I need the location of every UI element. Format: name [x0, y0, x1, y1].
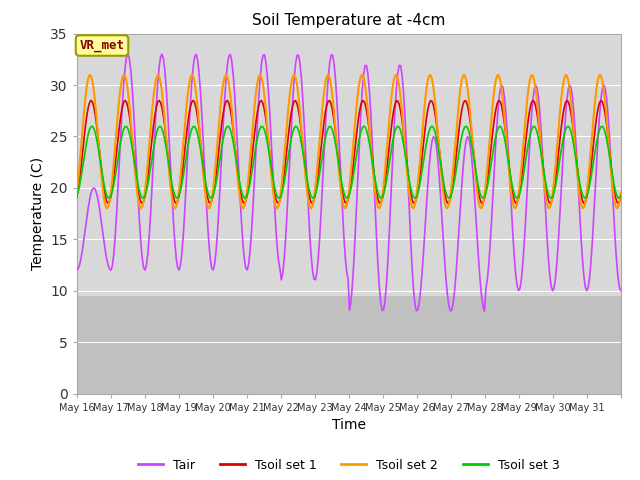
Tair	[92, 187, 99, 192]
Tair	[73, 267, 81, 273]
Line: Tsoil set 2: Tsoil set 2	[77, 75, 621, 208]
Tsoil set 1	[73, 194, 81, 200]
Tsoil set 1	[463, 102, 471, 108]
Tsoil set 2	[73, 190, 81, 196]
Tair	[124, 51, 132, 57]
X-axis label: Time: Time	[332, 418, 366, 432]
Tsoil set 1	[616, 199, 623, 205]
Tsoil set 3	[73, 193, 81, 199]
Tsoil set 2	[108, 176, 116, 182]
Tair	[481, 308, 488, 314]
Tsoil set 1	[92, 112, 99, 118]
Tsoil set 1	[545, 198, 552, 204]
Tsoil set 3	[617, 193, 625, 199]
Tsoil set 1	[356, 109, 364, 115]
Tsoil set 2	[463, 84, 471, 90]
Tsoil set 3	[445, 195, 452, 201]
Tsoil set 3	[353, 151, 360, 157]
Legend: Tair, Tsoil set 1, Tsoil set 2, Tsoil set 3: Tair, Tsoil set 1, Tsoil set 2, Tsoil se…	[132, 454, 565, 477]
Tsoil set 2	[239, 205, 247, 211]
Tsoil set 2	[92, 101, 99, 107]
Line: Tsoil set 1: Tsoil set 1	[77, 100, 621, 204]
Tsoil set 3	[92, 130, 99, 136]
Tsoil set 3	[616, 195, 623, 201]
Tsoil set 1	[108, 186, 116, 192]
Title: Soil Temperature at -4cm: Soil Temperature at -4cm	[252, 13, 445, 28]
Tair	[617, 288, 625, 294]
Line: Tair: Tair	[77, 54, 621, 311]
Tsoil set 1	[138, 201, 146, 206]
Y-axis label: Temperature (C): Temperature (C)	[31, 157, 45, 270]
Tsoil set 1	[121, 97, 129, 103]
Tair	[108, 263, 116, 269]
Line: Tsoil set 3: Tsoil set 3	[77, 126, 621, 198]
Tsoil set 3	[428, 123, 436, 129]
Tsoil set 3	[108, 189, 116, 194]
Tair	[462, 138, 470, 144]
Tsoil set 3	[463, 125, 471, 131]
Tsoil set 1	[617, 194, 625, 200]
Tair	[616, 284, 623, 290]
Tair	[545, 255, 552, 261]
Text: VR_met: VR_met	[79, 39, 125, 52]
Tsoil set 2	[545, 205, 552, 211]
Bar	[77, 296, 621, 394]
Tsoil set 2	[356, 79, 364, 85]
Tsoil set 3	[545, 192, 552, 197]
Tsoil set 2	[617, 190, 625, 196]
Tsoil set 2	[616, 199, 623, 205]
Bar	[77, 34, 621, 296]
Tsoil set 2	[256, 72, 264, 78]
Tair	[354, 168, 362, 174]
